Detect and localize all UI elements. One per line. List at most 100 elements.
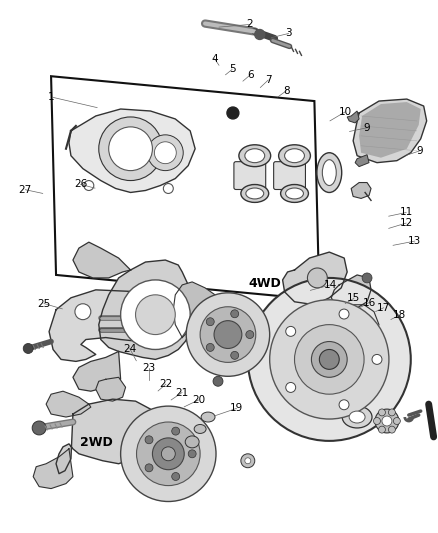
- Circle shape: [378, 409, 385, 416]
- Circle shape: [152, 438, 184, 470]
- Circle shape: [200, 307, 256, 362]
- Circle shape: [120, 406, 216, 502]
- Circle shape: [141, 318, 156, 334]
- Circle shape: [32, 421, 46, 435]
- Text: 8: 8: [283, 86, 290, 95]
- Text: 24: 24: [123, 344, 136, 353]
- Polygon shape: [99, 260, 195, 359]
- Polygon shape: [353, 99, 427, 163]
- Ellipse shape: [201, 412, 215, 422]
- Ellipse shape: [245, 149, 265, 163]
- Text: 10: 10: [339, 107, 352, 117]
- Circle shape: [148, 135, 183, 171]
- Circle shape: [270, 300, 389, 419]
- Circle shape: [161, 447, 175, 461]
- Circle shape: [339, 400, 349, 410]
- FancyBboxPatch shape: [234, 161, 266, 190]
- Circle shape: [255, 29, 265, 39]
- Text: 13: 13: [408, 236, 421, 246]
- Text: 25: 25: [37, 298, 51, 309]
- Circle shape: [172, 427, 180, 435]
- Circle shape: [206, 318, 214, 326]
- Circle shape: [362, 273, 372, 283]
- Text: 17: 17: [377, 303, 390, 313]
- Ellipse shape: [246, 188, 264, 199]
- Polygon shape: [46, 391, 91, 417]
- Polygon shape: [96, 377, 126, 401]
- Text: 16: 16: [363, 297, 376, 308]
- Circle shape: [109, 127, 152, 171]
- Circle shape: [375, 409, 399, 433]
- Circle shape: [294, 325, 364, 394]
- Circle shape: [311, 342, 347, 377]
- Polygon shape: [73, 242, 131, 278]
- Ellipse shape: [194, 424, 206, 433]
- Circle shape: [382, 416, 392, 426]
- Circle shape: [188, 450, 196, 458]
- Polygon shape: [334, 305, 379, 342]
- Text: 5: 5: [229, 64, 235, 75]
- Circle shape: [231, 310, 239, 318]
- Text: 12: 12: [399, 218, 413, 228]
- Polygon shape: [283, 252, 347, 305]
- Ellipse shape: [322, 160, 336, 185]
- Text: 9: 9: [364, 123, 370, 133]
- Circle shape: [172, 473, 180, 480]
- Polygon shape: [351, 337, 371, 353]
- Circle shape: [214, 321, 242, 349]
- Circle shape: [206, 343, 214, 351]
- Polygon shape: [129, 451, 155, 477]
- Text: 18: 18: [393, 310, 406, 320]
- Polygon shape: [73, 351, 120, 391]
- Text: 2WD: 2WD: [80, 436, 113, 449]
- Text: 23: 23: [143, 363, 156, 373]
- Text: 27: 27: [19, 185, 32, 195]
- Text: 6: 6: [247, 70, 254, 80]
- Polygon shape: [351, 182, 371, 198]
- Circle shape: [307, 268, 327, 288]
- Circle shape: [120, 280, 190, 350]
- Circle shape: [23, 343, 33, 353]
- Text: 20: 20: [192, 395, 205, 405]
- Text: 4WD: 4WD: [248, 277, 281, 290]
- Ellipse shape: [349, 411, 365, 423]
- Ellipse shape: [286, 188, 304, 199]
- Ellipse shape: [317, 153, 342, 192]
- Ellipse shape: [241, 184, 268, 203]
- Polygon shape: [173, 282, 218, 337]
- Text: 1: 1: [48, 92, 55, 102]
- Circle shape: [389, 426, 396, 433]
- Circle shape: [241, 454, 255, 468]
- Polygon shape: [359, 102, 421, 158]
- Polygon shape: [49, 290, 170, 361]
- Text: 4: 4: [212, 54, 218, 64]
- Circle shape: [245, 458, 251, 464]
- Ellipse shape: [281, 184, 308, 203]
- Circle shape: [378, 426, 385, 433]
- Text: 22: 22: [159, 379, 173, 389]
- Text: 26: 26: [74, 180, 87, 189]
- Circle shape: [75, 304, 91, 320]
- Ellipse shape: [342, 406, 372, 428]
- Circle shape: [389, 409, 396, 416]
- Polygon shape: [347, 111, 359, 123]
- Polygon shape: [51, 76, 319, 300]
- Circle shape: [374, 417, 381, 424]
- Polygon shape: [33, 449, 73, 489]
- Circle shape: [393, 417, 400, 424]
- Circle shape: [319, 350, 339, 369]
- Circle shape: [137, 422, 200, 486]
- Ellipse shape: [279, 145, 311, 167]
- Polygon shape: [355, 155, 369, 167]
- Text: 2: 2: [246, 20, 253, 29]
- Ellipse shape: [185, 436, 199, 448]
- Circle shape: [286, 326, 296, 336]
- Circle shape: [213, 376, 223, 386]
- Circle shape: [145, 436, 153, 444]
- Polygon shape: [331, 275, 371, 310]
- Text: 14: 14: [323, 280, 337, 290]
- Ellipse shape: [239, 145, 271, 167]
- Circle shape: [84, 181, 94, 190]
- Circle shape: [99, 117, 162, 181]
- Circle shape: [231, 351, 239, 359]
